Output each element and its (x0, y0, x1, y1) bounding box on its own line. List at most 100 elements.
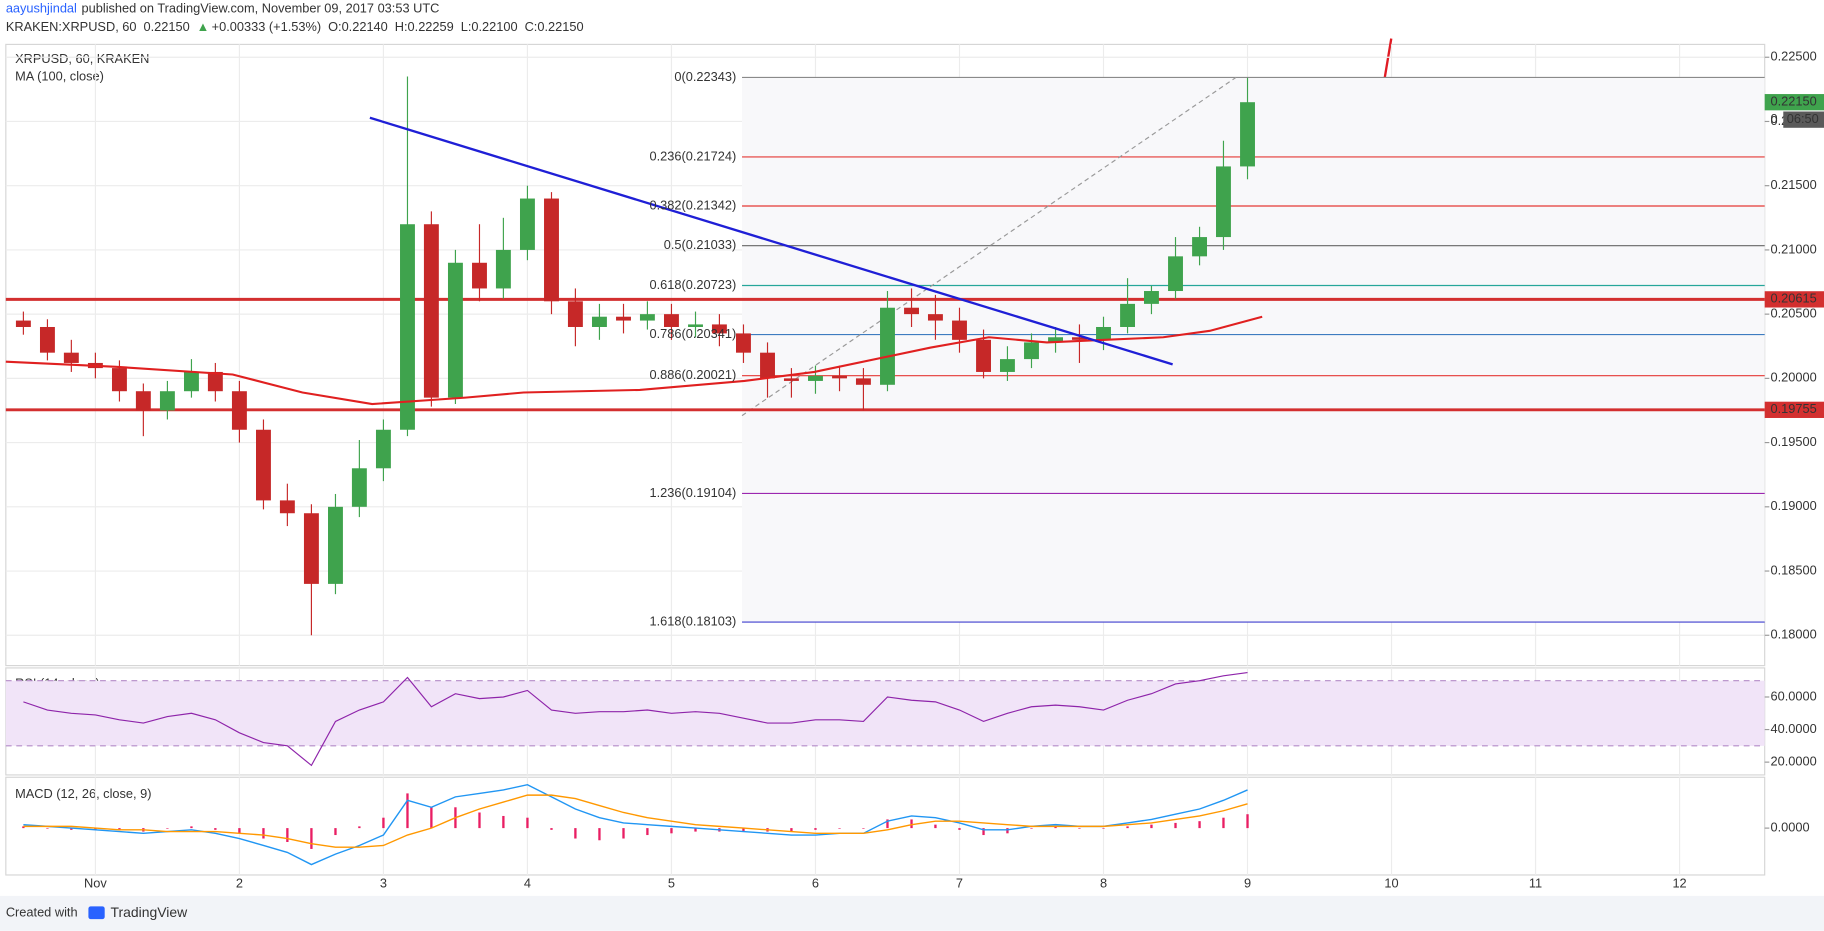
candle-body (832, 375, 847, 379)
macd-histogram-bar (1078, 828, 1081, 829)
macd-histogram-bar (958, 828, 961, 830)
macd-histogram-bar (1246, 814, 1249, 829)
candle-body (711, 324, 727, 334)
macd-histogram-bar (406, 793, 409, 829)
change: +0.00333 (+1.53%) (212, 19, 321, 34)
candle-body (544, 198, 559, 302)
candle-body (976, 339, 991, 372)
macd-histogram-bar (622, 828, 625, 839)
candle-body (688, 324, 703, 327)
author[interactable]: aayushjindal (6, 1, 77, 16)
price-tag (1764, 401, 1824, 418)
candle-body (904, 307, 919, 315)
fib-label: 0.618(0.20723) (650, 277, 737, 292)
candle-body (231, 391, 247, 430)
candle-body (519, 198, 535, 250)
candle-body (1168, 256, 1183, 292)
candle-body (63, 352, 79, 363)
y-tick-label: 0.18500 (1770, 562, 1816, 577)
macd-line (23, 783, 1248, 866)
macd-histogram-bar (166, 828, 169, 829)
macd-histogram-bar (190, 826, 193, 829)
macd-histogram-bar (382, 817, 385, 829)
macd-histogram-bar (1006, 828, 1009, 834)
header-line-1: aayushjindal published on TradingView.com… (6, 1, 440, 16)
macd-histogram-bar (934, 824, 937, 829)
y-tick-label: 20.0000 (1770, 754, 1816, 769)
x-tick-label: 2 (236, 876, 243, 891)
macd-histogram-bar (742, 828, 745, 832)
rsi-line (23, 671, 1248, 767)
y-tick-label: 0.20000 (1770, 370, 1816, 385)
candle-body (1120, 303, 1136, 327)
last: 0.22150 (143, 19, 189, 34)
macd-histogram-bar (694, 828, 697, 832)
candle-body (279, 500, 295, 514)
macd-histogram-bar (838, 828, 841, 829)
macd-histogram-bar (1222, 817, 1225, 829)
macd-histogram-bar (982, 828, 985, 836)
candle-body (423, 224, 439, 398)
candle-body (639, 314, 655, 321)
ma-title: MA (100, close) (15, 68, 104, 83)
macd-histogram-bar (1102, 828, 1105, 829)
candle-body (952, 320, 967, 340)
footer-created: Created with (6, 905, 78, 920)
footer-brand[interactable]: TradingView (111, 904, 189, 920)
x-tick-label: 9 (1244, 876, 1251, 891)
macd-histogram-bar (790, 828, 793, 832)
candle-body (375, 429, 391, 469)
candle-body (1144, 291, 1159, 304)
macd-histogram-bar (22, 826, 25, 829)
candle-body (1096, 326, 1111, 340)
x-tick-label: 3 (380, 876, 387, 891)
signal-line (23, 794, 1248, 848)
y-tick-label: 0.0000 (1770, 819, 1809, 834)
macd-pane (5, 776, 1766, 876)
x-tick-label: 6 (812, 876, 819, 891)
y-tick-label: 40.0000 (1770, 721, 1816, 736)
fib-label: 1.618(0.18103) (650, 613, 737, 628)
x-tick-label: 5 (668, 876, 675, 891)
candle-body (663, 314, 679, 327)
x-tick-label: 11 (1529, 876, 1542, 891)
macd-histogram-bar (358, 826, 361, 829)
close: C:0.22150 (525, 19, 584, 34)
y-tick-label: 0.18000 (1770, 627, 1816, 642)
macd-histogram-bar (526, 817, 529, 829)
macd-histogram-bar (1198, 821, 1201, 829)
candle-body (927, 314, 943, 321)
macd-histogram-bar (910, 819, 913, 829)
label-layer: Nov 2 3 4 5 6 7 8 9 10 11 12 0.18000 0.18500 0.19000 0.… (84, 49, 1824, 891)
candle-body (616, 316, 631, 321)
macd-histogram-bar (94, 828, 97, 830)
candle-body (111, 368, 127, 392)
y-tick-label: 0.19000 (1770, 498, 1816, 513)
price-tag (1764, 291, 1824, 308)
candle-body (567, 301, 583, 327)
candle-body (1048, 337, 1063, 343)
x-tick-label: 4 (524, 876, 531, 891)
macd-histogram-bar (502, 815, 505, 829)
candle-body (135, 391, 151, 411)
symbol: KRAKEN:XRPUSD, 60 (6, 19, 137, 34)
x-tick-label: 10 (1384, 876, 1398, 891)
rsi-band (5, 680, 1765, 746)
candle-body (256, 429, 271, 501)
macd-histogram-bar (1030, 828, 1033, 829)
macd-histogram-bar (310, 828, 313, 849)
macd-histogram-bar (262, 828, 265, 839)
macd-histogram-bar (550, 828, 553, 830)
fib-label: 0.382(0.21342) (650, 197, 737, 212)
macd-histogram-bar (1054, 826, 1057, 829)
x-tick-label: 8 (1100, 876, 1107, 891)
price-title: XRPUSD, 60, KRAKEN (15, 51, 149, 66)
countdown-box (1783, 111, 1824, 128)
candle-body (328, 506, 343, 584)
macd-histogram-bar (70, 828, 73, 830)
candle-body (736, 333, 751, 353)
candle-body (1071, 337, 1087, 340)
logo-icon (88, 906, 105, 920)
